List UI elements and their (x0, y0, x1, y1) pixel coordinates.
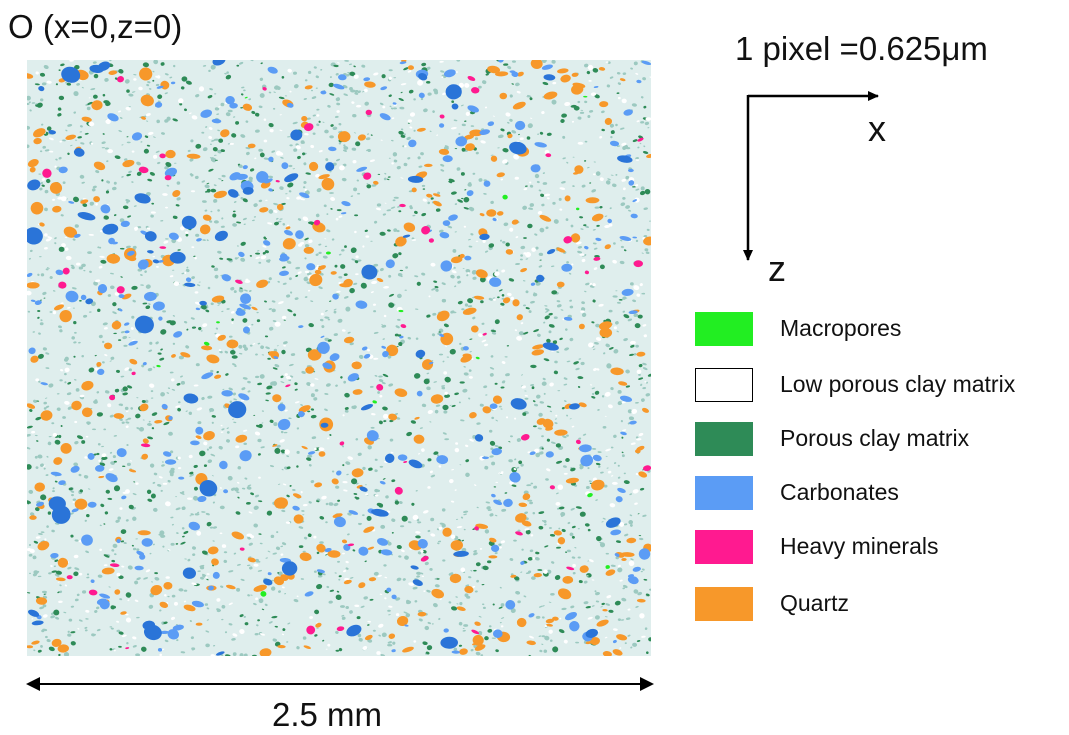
legend-item-macropores: Macropores (695, 312, 1065, 348)
legend-label: Porous clay matrix (780, 425, 970, 451)
legend-label: Macropores (780, 315, 902, 341)
legend-swatch (695, 368, 753, 402)
legend-swatch (695, 312, 753, 346)
legend-swatch (695, 422, 753, 456)
legend-swatch (695, 530, 753, 564)
legend-item-carbonates: Carbonates (695, 476, 1065, 512)
legend-label: Carbonates (780, 479, 899, 505)
coordinate-axes (743, 91, 879, 261)
mineral-segmentation-map (27, 60, 651, 656)
legend-item-low-porous-clay-matrix: Low porous clay matrix (695, 368, 1065, 404)
mineral-map-svg (27, 60, 651, 656)
width-dimension-label: 2.5 mm (272, 696, 383, 733)
legend-item-heavy-minerals: Heavy minerals (695, 530, 1065, 566)
z-axis-label: z (768, 248, 786, 289)
width-dimension-arrow (26, 677, 654, 691)
legend-label: Heavy minerals (780, 533, 939, 559)
origin-label: O (x=0,z=0) (8, 8, 183, 45)
legend-item-quartz: Quartz (695, 587, 1065, 623)
pixel-scale-label: 1 pixel =0.625μm (735, 30, 988, 67)
legend-swatch (695, 587, 753, 621)
legend-item-porous-clay-matrix: Porous clay matrix (695, 422, 1065, 458)
legend-label: Low porous clay matrix (780, 371, 1016, 397)
legend-label: Quartz (780, 590, 850, 616)
legend-swatch (695, 476, 753, 510)
x-axis-label: x (868, 108, 886, 149)
